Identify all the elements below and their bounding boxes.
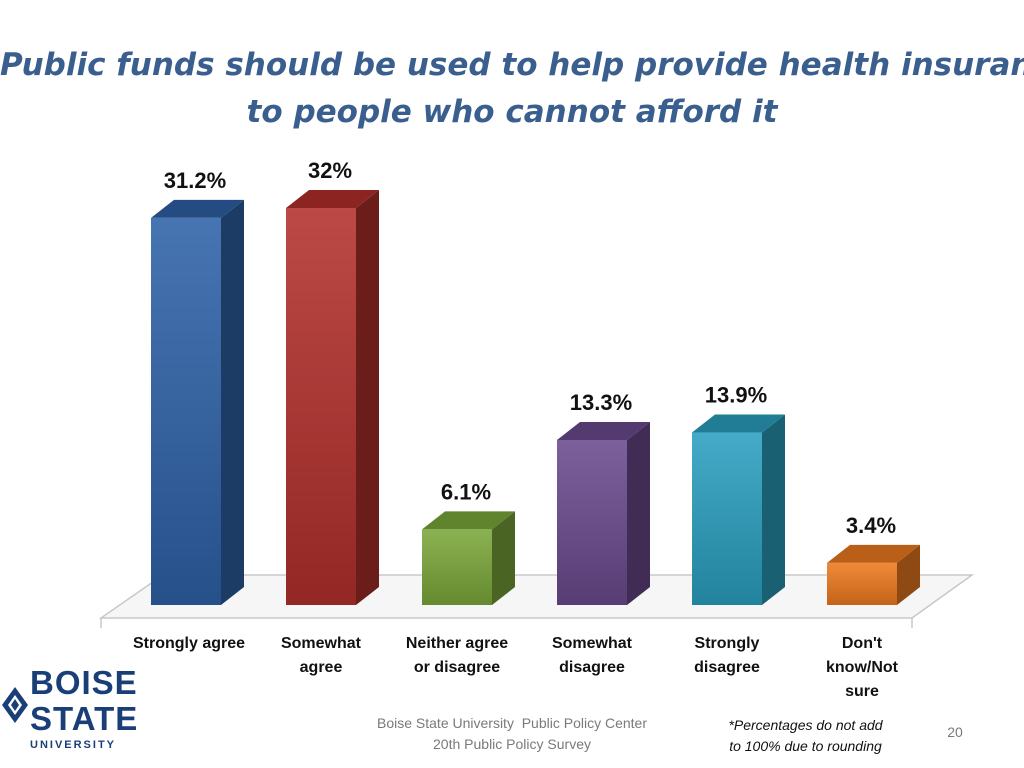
data-label-3: 6.1% <box>441 479 491 504</box>
category-label-5: Strongly disagree <box>662 632 792 680</box>
bar-top-3 <box>422 511 515 530</box>
data-label-2: 32% <box>308 158 352 183</box>
footnote-line-1: *Percentages do not add <box>728 717 883 733</box>
data-label-5: 13.9% <box>705 383 767 408</box>
data-label-6: 3.4% <box>846 513 896 538</box>
bar-3 <box>422 529 492 605</box>
logo-emblem-icon <box>2 687 28 723</box>
logo-text-line-1: BOISE <box>30 664 138 701</box>
rounding-footnote: *Percentages do not add to 100% due to r… <box>708 715 903 757</box>
data-label-1: 31.2% <box>164 168 226 193</box>
category-label-line: Strongly agree <box>132 635 246 652</box>
footer-source: Boise State University Public Policy Cen… <box>340 713 684 755</box>
category-label-line: Somewhat <box>280 635 361 652</box>
bar-top-4 <box>557 421 650 440</box>
bar-4 <box>557 439 627 605</box>
category-label-line: Don't <box>841 635 883 652</box>
bar-top-6 <box>827 544 920 563</box>
category-label-line: Somewhat <box>551 635 632 652</box>
footer-line-2: 20th Public Policy Survey <box>433 736 591 752</box>
category-label-6: Don't know/Not sure <box>797 632 927 704</box>
bar-top-5 <box>692 414 785 433</box>
category-label-line: Neither agree <box>405 635 509 652</box>
footnote-line-2: to 100% due to rounding <box>729 738 882 754</box>
bar-side-4 <box>627 421 650 605</box>
bar-side-5 <box>762 414 785 605</box>
category-label-4: Somewhat disagree <box>527 632 657 680</box>
chart-title: Public funds should be used to help prov… <box>0 42 1024 136</box>
page-number: 20 <box>947 724 963 740</box>
category-label-line: agree <box>299 659 343 676</box>
data-label-4: 13.3% <box>570 390 632 415</box>
category-label-2: Somewhat agree <box>256 632 386 680</box>
bar-side-2 <box>356 190 379 605</box>
chart-title-line-2: to people who cannot afford it <box>246 94 778 130</box>
bar-side-6 <box>897 544 920 605</box>
bar-top-2 <box>286 190 379 208</box>
category-label-line: know/Not <box>826 659 898 676</box>
logo-text-line-3: UNIVERSITY <box>30 739 117 751</box>
bar-chart: 31.2% 32% 6.1% 13.3% 13.9% 3.4% <box>98 158 975 628</box>
bar-6 <box>827 562 897 605</box>
bar-1 <box>151 217 221 606</box>
bar-2 <box>286 208 356 605</box>
bar-side-3 <box>492 511 515 605</box>
category-label-line: sure <box>845 683 879 700</box>
category-label-line: disagree <box>694 659 760 676</box>
boise-state-logo: BOISE STATE UNIVERSITY <box>0 665 137 755</box>
category-label-line: disagree <box>559 659 625 676</box>
bar-5 <box>692 432 762 605</box>
footer-line-1: Boise State University Public Policy Cen… <box>377 715 647 731</box>
category-label-line: Strongly <box>694 635 760 652</box>
category-label-1: Strongly agree <box>124 632 254 656</box>
category-label-line: or disagree <box>413 659 501 676</box>
logo-text-line-2: STATE <box>30 700 139 737</box>
category-label-3: Neither agree or disagree <box>392 632 522 680</box>
chart-title-line-1: Public funds should be used to help prov… <box>0 47 1024 83</box>
bar-top-1 <box>151 199 244 218</box>
bar-side-1 <box>221 199 244 606</box>
